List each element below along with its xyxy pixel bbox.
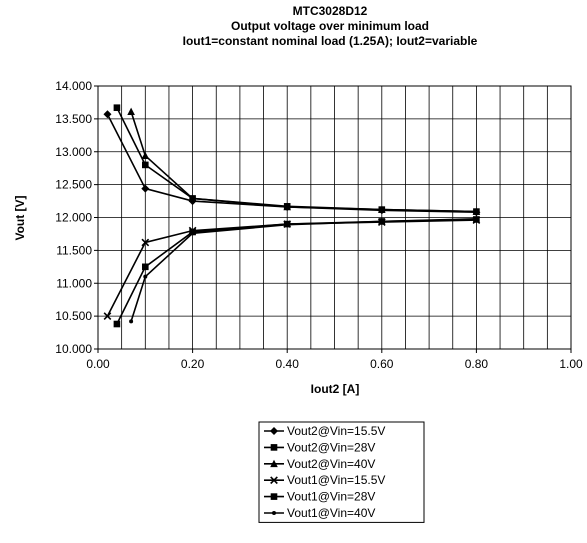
y-tick-label: 10.500 [55,309,92,323]
data-point [378,205,386,213]
x-tick-label: 0.40 [276,357,300,371]
series-line [130,111,477,213]
y-tick-label: 13.000 [55,145,92,159]
series-line [106,113,477,214]
legend-frame [258,421,425,523]
marker-stroke [103,312,112,320]
series-line [130,218,477,322]
legend-marker [270,476,278,485]
data-point [103,110,112,119]
marker-stroke [270,476,278,485]
data-point [141,184,150,193]
y-tick-label: 10.000 [55,342,92,356]
data-point [141,151,150,159]
legend-label: Vout2@Vin=40V [287,457,375,471]
data-point [142,263,149,271]
legend-marker [272,511,276,515]
series-2 [113,104,480,215]
legend-marker [270,459,278,468]
data-point [143,274,148,279]
x-tick-label: 1.00 [559,357,583,371]
series-5 [113,216,480,328]
y-axis-label: Vout [V] [13,195,27,240]
legend-item: Vout2@Vin=40V [264,457,375,471]
legend-label: Vout2@Vin=15.5V [287,424,385,438]
series-1 [103,110,481,217]
data-point [113,320,121,328]
y-tick-label: 11.000 [56,276,92,290]
data-point [129,319,134,324]
data-point [379,219,384,224]
data-point [190,231,195,236]
legend-label: Vout1@Vin=40V [287,506,375,520]
series-line [116,218,477,325]
y-tick-label: 12.500 [55,178,92,192]
chart-title: MTC3028D12 [293,4,368,18]
legend-item: Vout2@Vin=28V [264,440,375,454]
x-tick-label: 0.60 [370,357,394,371]
legend-item: Vout1@Vin=28V [264,490,375,504]
series-4 [103,216,481,320]
plot-area: 10.000 10.500 11.000 11.500 12.000 12.500 13.0… [55,79,583,371]
legend-marker [270,427,278,435]
y-tick-label: 11.500 [56,243,92,257]
data-point [285,222,290,227]
legend-label: Vout1@Vin=15.5V [287,473,385,487]
data-point [142,161,149,169]
data-point [472,207,481,215]
y-tick-label: 12.000 [55,211,92,225]
data-point [474,216,479,221]
legend-item: Vout1@Vin=40V [264,506,375,520]
legend-label: Vout2@Vin=28V [287,440,375,454]
data-point [127,107,135,115]
legend: Vout2@Vin=15.5V Vout2@Vin=28V Vout2@Vin=40… [258,421,425,523]
x-axis-label: Iout2 [A] [311,382,360,396]
legend-marker [270,493,278,500]
x-tick-label: 0.20 [181,357,205,371]
marker-stroke [141,238,150,247]
legend-item: Vout1@Vin=15.5V [264,473,385,487]
y-tick-label: 14.000 [55,79,92,93]
series-line [106,219,477,317]
x-tick-label: 0.80 [465,357,489,371]
data-point [283,202,291,211]
data-point [188,194,197,202]
legend-item: Vout2@Vin=15.5V [264,424,385,438]
chart-title-block: MTC3028D12 Output voltage over minimum l… [183,4,478,48]
x-tick-label: 0.00 [86,357,110,371]
y-tick-label: 13.500 [55,112,92,126]
series-6 [129,216,479,324]
chart-subtitle-line-1: Output voltage over minimum load [231,19,429,33]
data-point [113,104,121,111]
data-point [141,238,150,247]
chart-subtitle-line-2: Iout1=constant nominal load (1.25A); Iou… [183,34,478,48]
legend-label: Vout1@Vin=28V [287,490,375,504]
series-3 [127,107,481,215]
data-point [103,312,112,320]
legend-marker [270,444,278,451]
